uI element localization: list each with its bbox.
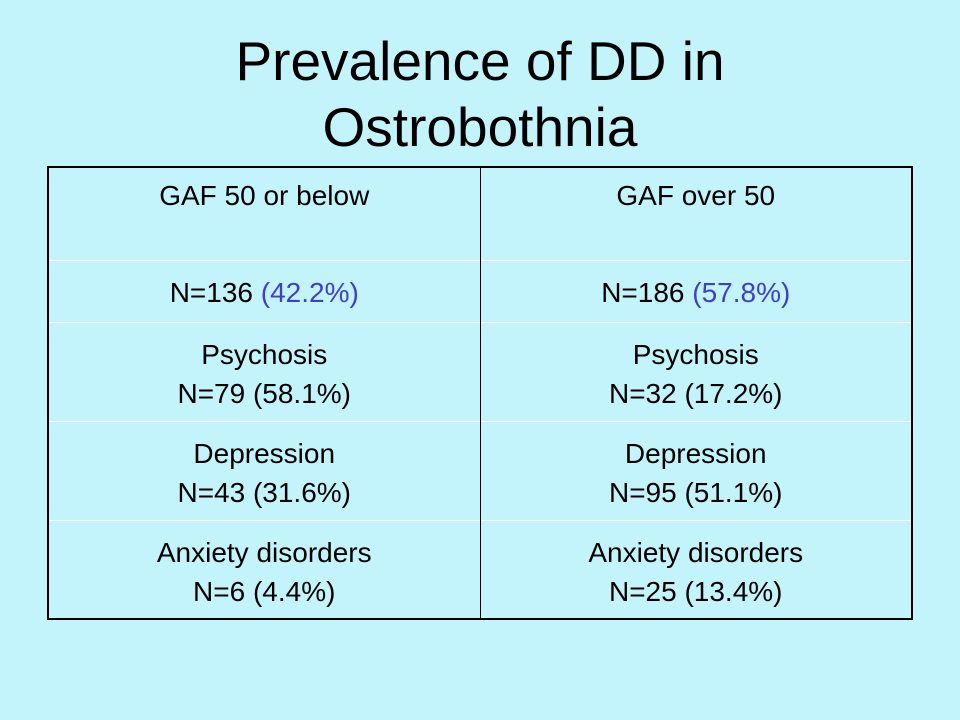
diagnosis-name: Anxiety disorders [588,536,804,568]
table-row-anxiety-disorders: Anxiety disorders N=6 (4.4%) Anxiety dis… [48,519,912,619]
total-count: N=136 [169,276,253,308]
diagnosis-value: N=79 (58.1%) [177,377,352,409]
total-percent: (57.8%) [692,276,791,308]
diagnosis-cell: Depression N=95 (51.1%) [479,420,912,520]
table-header-row: GAF 50 or below GAF over 50 [48,167,912,260]
table-totals-row: N=136 (42.2%) N=186 (57.8%) [48,259,912,322]
diagnosis-name: Depression [624,437,767,469]
diagnosis-cell: Psychosis N=79 (58.1%) [48,321,480,421]
diagnosis-value: N=32 (17.2%) [608,377,783,409]
diagnosis-value: N=95 (51.1%) [608,476,783,508]
slide-title-line-1: Prevalence of DD in [235,30,725,92]
header-gaf-50-or-below: GAF 50 or below [159,180,370,211]
slide-title: Prevalence of DD in Ostrobothnia [0,28,960,160]
prevalence-table: GAF 50 or below GAF over 50 N=136 (42.2%… [47,166,913,620]
diagnosis-name: Depression [193,437,336,469]
diagnosis-cell: Psychosis N=32 (17.2%) [479,321,912,421]
total-cell-gaf-50-or-below: N=136 (42.2%) [48,259,480,322]
diagnosis-name: Anxiety disorders [156,536,372,568]
diagnosis-name: Psychosis [201,338,328,370]
slide-title-line-2: Ostrobothnia [322,96,638,158]
diagnosis-value: N=43 (31.6%) [177,476,352,508]
total-cell-gaf-over-50: N=186 (57.8%) [479,259,912,322]
table-row-psychosis: Psychosis N=79 (58.1%) Psychosis N=32 (1… [48,321,912,421]
diagnosis-name: Psychosis [632,338,759,370]
table-row-depression: Depression N=43 (31.6%) Depression N=95 … [48,420,912,520]
total-count: N=186 [601,276,685,308]
diagnosis-cell: Depression N=43 (31.6%) [48,420,480,520]
header-gaf-over-50: GAF over 50 [479,167,912,260]
diagnosis-value: N=25 (13.4%) [608,575,783,607]
diagnosis-value: N=6 (4.4%) [193,575,336,607]
total-percent: (42.2%) [260,276,359,308]
diagnosis-cell: Anxiety disorders N=6 (4.4%) [48,519,480,619]
diagnosis-cell: Anxiety disorders N=25 (13.4%) [479,519,912,619]
